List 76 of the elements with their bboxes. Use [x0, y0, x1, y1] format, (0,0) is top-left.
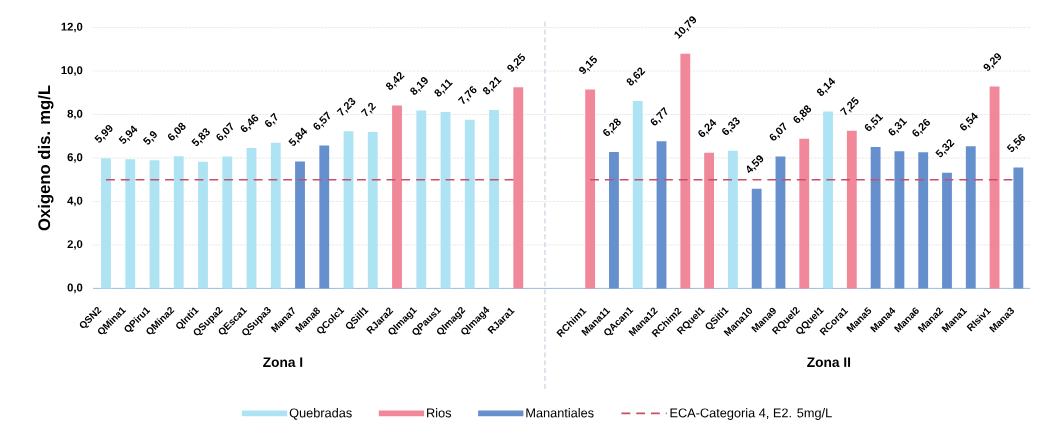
- data-label: 6,51: [864, 113, 884, 132]
- legend-label: Quebradas: [289, 408, 352, 420]
- legend-label: Rios: [427, 408, 452, 418]
- bar: [656, 141, 667, 289]
- data-label: 5,56: [1006, 134, 1026, 152]
- data-label: 6,7: [264, 112, 278, 127]
- bar: [392, 105, 402, 289]
- y-tick-label: 12,0: [61, 22, 83, 33]
- data-label: 5,99: [94, 124, 113, 143]
- y-tick-label: 2,0: [67, 240, 83, 250]
- bar: [416, 110, 427, 289]
- bar: [704, 152, 715, 289]
- bar: [894, 151, 905, 289]
- bar: [965, 146, 976, 289]
- bar: [246, 147, 257, 289]
- bar: [775, 156, 786, 289]
- data-label: 5,84: [288, 127, 308, 146]
- bar: [343, 131, 354, 289]
- bar: [270, 142, 281, 289]
- bar: [513, 87, 524, 289]
- data-label: 7,25: [839, 96, 859, 116]
- bar: [870, 146, 881, 289]
- data-label: 6,26: [912, 118, 930, 137]
- legend-label: ECA-Categoria 4, E2. 5mg/L: [670, 408, 832, 420]
- bar: [1013, 167, 1024, 289]
- data-label: 4,59: [746, 155, 764, 173]
- bar: [727, 150, 738, 289]
- bar: [609, 151, 619, 289]
- data-label: 6,28: [603, 118, 621, 137]
- bar: [101, 158, 111, 289]
- bar: [680, 53, 691, 289]
- data-label: 6,46: [240, 114, 259, 133]
- data-label: 6,31: [888, 118, 908, 136]
- bar: [464, 119, 475, 289]
- bar: [846, 130, 857, 289]
- bar: [440, 112, 451, 289]
- data-label: 9,29: [983, 53, 1002, 71]
- data-label: 5,83: [191, 128, 210, 147]
- y-tick-label: 8,0: [67, 109, 83, 120]
- bar: [319, 145, 330, 289]
- bar: [149, 160, 160, 289]
- data-label: 6,33: [722, 117, 740, 135]
- bar: [632, 100, 643, 289]
- bar: [942, 172, 952, 289]
- bar: [173, 156, 184, 289]
- data-label: 8,11: [434, 79, 453, 97]
- x-axis-title: Zona II: [807, 357, 851, 367]
- bar: [125, 159, 136, 289]
- bar: [367, 131, 378, 289]
- data-label: 6,88: [793, 105, 812, 123]
- bar: [751, 188, 762, 289]
- bar: [823, 111, 833, 289]
- data-label: 8,14: [816, 77, 836, 96]
- bar: [198, 161, 208, 289]
- data-label: 6,08: [167, 122, 186, 141]
- y-tick-label: 4,0: [67, 196, 83, 207]
- bar: [585, 89, 596, 289]
- data-label: 8,21: [482, 76, 502, 95]
- bar: [918, 152, 929, 289]
- bar: [799, 138, 810, 289]
- bar: [295, 161, 305, 289]
- data-label: 7,2: [360, 102, 377, 117]
- y-tick-label: 10,0: [61, 66, 83, 76]
- bar: [489, 109, 499, 289]
- data-label: 6,24: [698, 118, 717, 137]
- x-axis-title: Zona I: [263, 357, 303, 367]
- data-label: 8,42: [385, 71, 405, 90]
- data-label: 7,76: [457, 86, 477, 105]
- y-tick-label: 0,0: [67, 283, 83, 294]
- y-axis-title: Oxigeno dis. mg/L: [37, 85, 54, 231]
- bar: [222, 156, 233, 289]
- data-label: 5,9: [142, 131, 157, 145]
- bar: [989, 86, 1000, 289]
- y-tick-label: 6,0: [67, 153, 83, 163]
- data-label: 8,19: [410, 77, 428, 95]
- legend-label: Manantiales: [526, 408, 594, 418]
